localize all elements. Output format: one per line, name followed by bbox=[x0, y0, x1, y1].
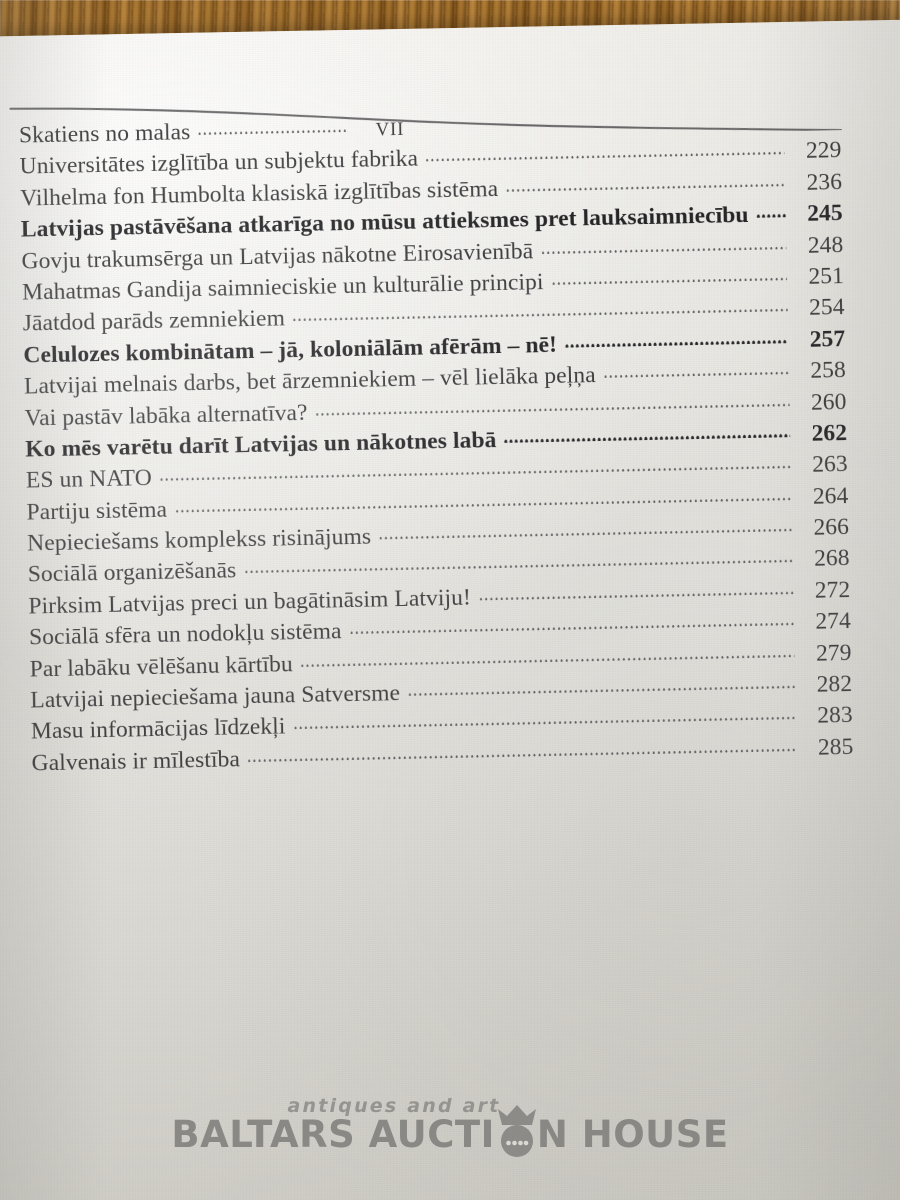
dot-leader bbox=[173, 491, 792, 513]
toc-entry-page-number: 254 bbox=[808, 294, 845, 322]
dot-leader bbox=[550, 272, 788, 285]
toc-entry-page-number: 229 bbox=[805, 137, 842, 165]
toc-entry-title: Galvenais ir mīlestība bbox=[31, 746, 241, 777]
dot-leader bbox=[540, 240, 787, 254]
dot-leader bbox=[755, 209, 786, 218]
toc-entry-title: Skatiens no malas bbox=[18, 119, 191, 149]
toc-entry-page-number: 274 bbox=[815, 608, 852, 635]
dot-leader bbox=[291, 303, 788, 322]
dot-leader bbox=[563, 334, 789, 348]
toc-entry-page-number: 245 bbox=[806, 200, 843, 227]
toc-entry-page-number: 257 bbox=[809, 325, 846, 353]
toc-entry-page-number: 262 bbox=[811, 419, 848, 447]
toc-entry-page-number: 264 bbox=[812, 482, 849, 510]
toc-entry-page-number: 263 bbox=[811, 451, 849, 479]
toc-entry-page-number: 258 bbox=[810, 357, 847, 384]
toc-entry-title: Masu informācijas līdzekļi bbox=[30, 713, 286, 745]
dot-leader bbox=[424, 146, 785, 162]
toc-entry-title: Jāatdod parāds zemniekiem bbox=[22, 305, 286, 337]
dot-leader bbox=[406, 680, 796, 696]
dot-leader bbox=[292, 711, 796, 730]
toc-entry-page-number: 248 bbox=[807, 231, 844, 259]
dot-leader bbox=[477, 585, 794, 601]
dot-leader bbox=[378, 523, 793, 540]
toc-entry-page-number: 236 bbox=[806, 168, 843, 196]
toc-entry-title: Sociālā organizēšanās bbox=[27, 557, 237, 588]
toc-entry-page-number: 285 bbox=[817, 733, 854, 761]
dot-leader bbox=[243, 554, 793, 574]
toc-entry-title: Partiju sistēma bbox=[26, 496, 168, 526]
header-rule bbox=[6, 84, 845, 147]
toc-entry-page-number: 283 bbox=[816, 702, 854, 730]
toc-entry-page-number: 279 bbox=[815, 639, 852, 667]
dot-leader bbox=[602, 366, 789, 379]
dot-leader bbox=[505, 177, 786, 192]
toc-entry-page-number: VII bbox=[375, 119, 405, 141]
toc-entry-list: Skatiens no malas VII Universitātes izglīt… bbox=[19, 104, 854, 780]
dot-leader bbox=[158, 460, 791, 482]
dot-leader bbox=[246, 742, 797, 762]
toc-entry-page-number: 260 bbox=[810, 388, 847, 416]
dot-leader bbox=[503, 429, 791, 443]
dot-leader bbox=[314, 397, 790, 416]
toc-entry-page-number: 266 bbox=[813, 514, 850, 541]
toc-entry-page-number: 272 bbox=[814, 576, 851, 604]
dot-leader bbox=[299, 648, 795, 667]
dot-leader bbox=[197, 123, 348, 135]
toc-entry-page-number: 282 bbox=[816, 671, 853, 698]
toc-entry-title: ES un NATO bbox=[25, 465, 153, 494]
toc-entry-title: Sociālā sfēra un nodokļu sistēma bbox=[28, 618, 342, 651]
toc-entry-page-number: 251 bbox=[808, 263, 845, 290]
toc-entry-page-number: 268 bbox=[813, 545, 850, 573]
dot-leader bbox=[348, 617, 794, 635]
